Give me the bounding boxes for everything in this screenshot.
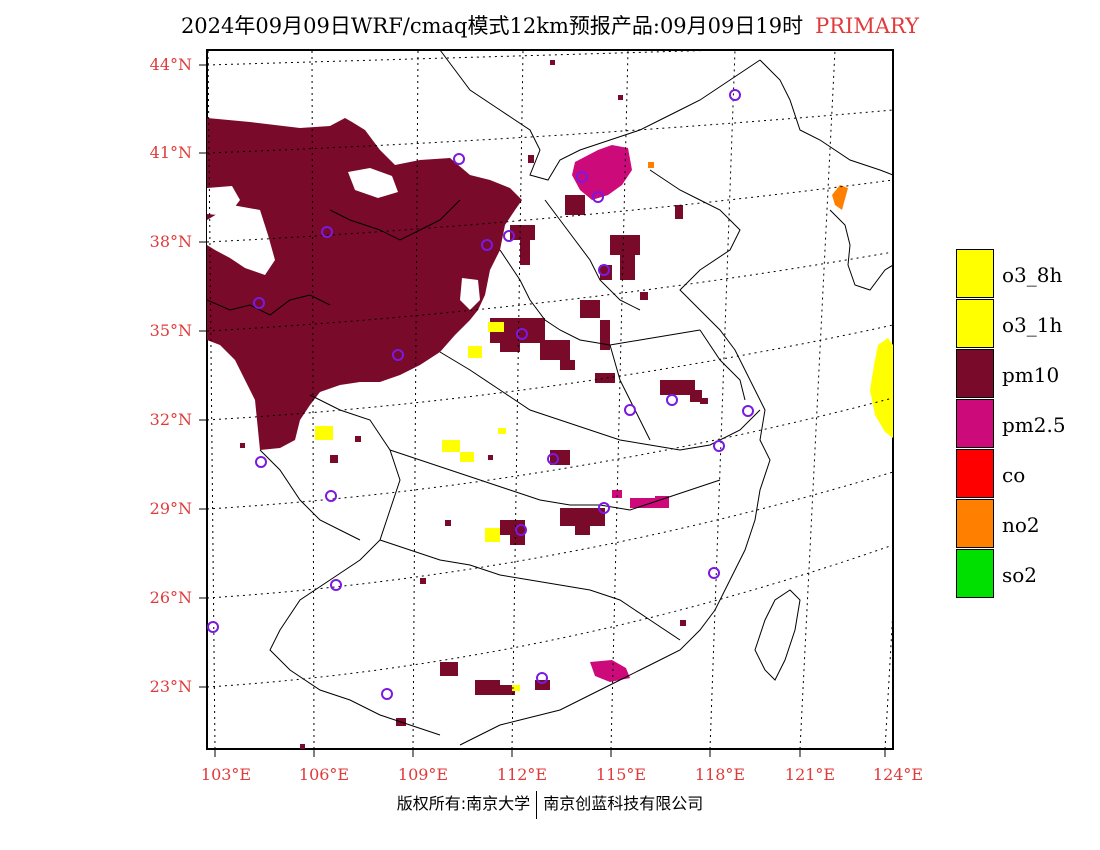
lon-label: 121°E [784,765,836,784]
lat-label: 23°N [149,677,192,696]
legend-item-pm25: pm2.5 [956,399,1096,449]
legend-label: o3_1h [1002,313,1063,337]
legend-label: so2 [1002,563,1038,587]
pm10-hole-3 [207,186,240,216]
no2-region [832,185,848,210]
legend-swatch [956,499,994,548]
legend-swatch [956,549,994,598]
legend-label: pm2.5 [1002,413,1066,437]
lat-label: 38°N [149,232,192,251]
lat-ticks [199,64,207,688]
pm25-region-beijing [572,145,632,200]
pm10-hole-2 [207,205,275,275]
station-markers [207,89,754,700]
legend-label: no2 [1002,513,1040,537]
lon-label: 103°E [200,765,252,784]
lon-label: 124°E [872,765,924,784]
lat-label: 35°N [149,321,192,340]
footer-separator [536,790,538,819]
lon-label: 106°E [298,765,350,784]
longitude-lines [207,50,893,749]
title-tag: PRIMARY [815,14,920,38]
lon-ticks [214,749,886,757]
legend-swatch [956,449,994,498]
legend-label: co [1002,463,1026,487]
legend-swatch [956,349,994,398]
lat-label: 44°N [149,55,192,74]
legend-item-pm10: pm10 [956,349,1096,399]
legend-swatch [956,399,994,448]
lon-label: 115°E [595,765,647,784]
legend-item-o3-1h: o3_1h [956,299,1096,349]
pm10-patches [240,60,708,749]
map-title: 2024年09月09日WRF/cmaq模式12km预报产品:09月09日19时 P… [0,10,1100,40]
legend-swatch [956,249,994,298]
boundaries [207,50,893,746]
footer-right: 南京创蓝科技有限公司 [543,794,704,813]
pm25-patch [655,496,669,508]
footer-left: 版权所有:南京大学 [396,794,531,813]
copyright-footer: 版权所有:南京大学 南京创蓝科技有限公司 [0,790,1100,819]
pm10-region-northwest [207,118,522,450]
legend-item-so2: so2 [956,549,1096,599]
pm25-patch [630,498,655,508]
o3-patches [315,322,893,691]
lat-label: 41°N [149,143,192,162]
legend-item-no2: no2 [956,499,1096,549]
pm10-hole-4 [460,278,480,310]
pm10-hole-1 [348,168,398,198]
lat-label: 26°N [149,588,192,607]
lon-label: 109°E [397,765,449,784]
legend: o3_8h o3_1h pm10 pm2.5 co no2 so2 [956,249,1096,599]
lat-label: 32°N [149,410,192,429]
title-main: 2024年09月09日WRF/cmaq模式12km预报产品:09月09日19时 [180,14,804,38]
legend-item-o3-8h: o3_8h [956,249,1096,299]
lat-label: 29°N [149,499,192,518]
lon-label: 118°E [694,765,746,784]
legend-label: o3_8h [1002,263,1063,287]
legend-label: pm10 [1002,363,1060,387]
pm25-patch [612,490,622,498]
legend-swatch [956,299,994,348]
legend-item-co: co [956,449,1096,499]
no2-patch [648,162,654,168]
pm25-region-guangdong [590,660,630,682]
lon-label: 112°E [496,765,548,784]
